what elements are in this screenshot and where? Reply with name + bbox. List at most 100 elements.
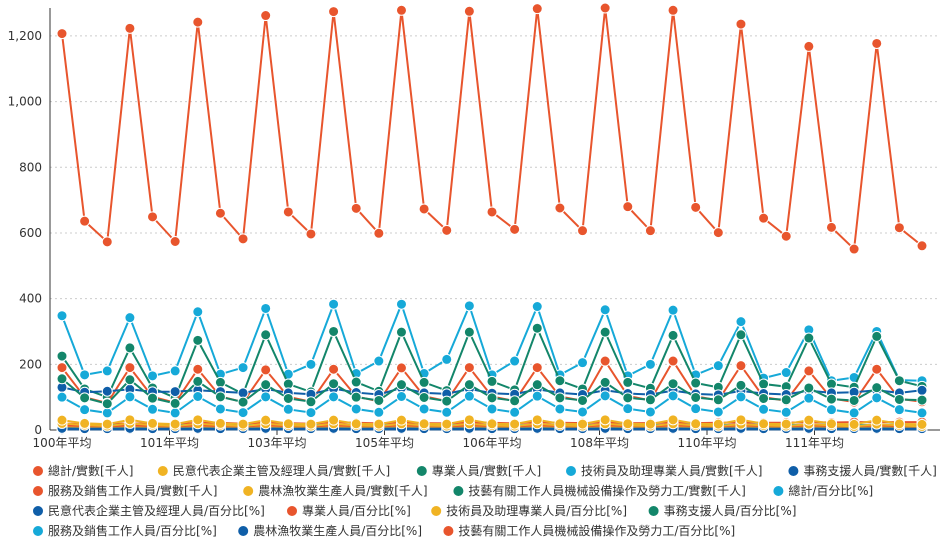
data-point[interactable] xyxy=(599,2,611,14)
data-point[interactable] xyxy=(531,379,543,391)
data-point[interactable] xyxy=(463,390,475,402)
data-point[interactable] xyxy=(101,385,113,397)
data-point[interactable] xyxy=(305,396,317,408)
data-point[interactable] xyxy=(395,326,407,338)
data-point[interactable] xyxy=(871,37,883,49)
data-point[interactable] xyxy=(712,418,724,430)
data-point[interactable] xyxy=(328,298,340,310)
data-point[interactable] xyxy=(758,212,770,224)
data-point[interactable] xyxy=(237,396,249,408)
data-point[interactable] xyxy=(644,225,656,237)
data-point[interactable] xyxy=(350,391,362,403)
data-point[interactable] xyxy=(780,367,792,379)
data-point[interactable] xyxy=(735,316,747,328)
data-point[interactable] xyxy=(554,375,566,387)
data-point[interactable] xyxy=(577,406,589,418)
data-point[interactable] xyxy=(916,418,928,430)
data-point[interactable] xyxy=(463,5,475,17)
data-point[interactable] xyxy=(509,355,521,367)
legend-item[interactable]: 技藝有關工作人員機械設備操作及勞力工/實數[千人] xyxy=(453,483,746,498)
data-point[interactable] xyxy=(56,350,68,362)
data-point[interactable] xyxy=(237,407,249,419)
data-point[interactable] xyxy=(554,202,566,214)
data-point[interactable] xyxy=(690,201,702,213)
data-point[interactable] xyxy=(79,392,91,404)
data-point[interactable] xyxy=(735,18,747,30)
legend-item[interactable]: 技術員及助理專業人員/實數[千人] xyxy=(566,463,762,478)
data-point[interactable] xyxy=(916,394,928,406)
data-point[interactable] xyxy=(848,418,860,430)
data-point[interactable] xyxy=(192,391,204,403)
data-point[interactable] xyxy=(56,362,68,374)
data-point[interactable] xyxy=(463,362,475,374)
data-point[interactable] xyxy=(531,3,543,15)
data-point[interactable] xyxy=(667,4,679,16)
data-point[interactable] xyxy=(644,358,656,370)
data-point[interactable] xyxy=(124,414,136,426)
data-point[interactable] xyxy=(758,392,770,404)
data-point[interactable] xyxy=(418,376,430,388)
data-point[interactable] xyxy=(328,325,340,337)
data-point[interactable] xyxy=(441,395,453,407)
data-point[interactable] xyxy=(282,206,294,218)
data-point[interactable] xyxy=(101,418,113,430)
data-point[interactable] xyxy=(644,418,656,430)
data-point[interactable] xyxy=(667,329,679,341)
data-point[interactable] xyxy=(531,362,543,374)
data-point[interactable] xyxy=(124,374,136,386)
data-point[interactable] xyxy=(712,227,724,239)
data-point[interactable] xyxy=(373,355,385,367)
data-point[interactable] xyxy=(667,390,679,402)
data-point[interactable] xyxy=(305,358,317,370)
data-point[interactable] xyxy=(260,329,272,341)
data-point[interactable] xyxy=(169,397,181,409)
data-point[interactable] xyxy=(260,302,272,314)
data-point[interactable] xyxy=(848,394,860,406)
data-point[interactable] xyxy=(124,312,136,324)
data-point[interactable] xyxy=(780,394,792,406)
data-point[interactable] xyxy=(214,403,226,415)
data-point[interactable] xyxy=(599,390,611,402)
data-point[interactable] xyxy=(373,394,385,406)
data-point[interactable] xyxy=(237,387,249,399)
data-point[interactable] xyxy=(463,414,475,426)
data-point[interactable] xyxy=(735,329,747,341)
data-point[interactable] xyxy=(237,233,249,245)
data-point[interactable] xyxy=(350,418,362,430)
data-point[interactable] xyxy=(350,403,362,415)
data-point[interactable] xyxy=(622,403,634,415)
data-point[interactable] xyxy=(101,407,113,419)
data-point[interactable] xyxy=(577,357,589,369)
data-point[interactable] xyxy=(169,365,181,377)
data-point[interactable] xyxy=(916,384,928,396)
data-point[interactable] xyxy=(803,392,815,404)
data-point[interactable] xyxy=(101,236,113,248)
data-point[interactable] xyxy=(418,418,430,430)
data-point[interactable] xyxy=(622,376,634,388)
data-point[interactable] xyxy=(169,386,181,398)
data-point[interactable] xyxy=(780,406,792,418)
data-point[interactable] xyxy=(599,326,611,338)
data-point[interactable] xyxy=(871,392,883,404)
data-point[interactable] xyxy=(328,378,340,390)
data-point[interactable] xyxy=(825,418,837,430)
data-point[interactable] xyxy=(531,301,543,313)
data-point[interactable] xyxy=(56,373,68,385)
data-point[interactable] xyxy=(282,392,294,404)
data-point[interactable] xyxy=(169,235,181,247)
legend-item[interactable]: 事務支援人員/百分比[%] xyxy=(648,504,797,518)
data-point[interactable] xyxy=(395,414,407,426)
data-point[interactable] xyxy=(825,393,837,405)
data-point[interactable] xyxy=(56,310,68,322)
legend-item[interactable]: 總計/實數[千人] xyxy=(33,463,133,478)
legend-item[interactable]: 農林漁牧業生產人員/百分比[%] xyxy=(238,523,422,538)
data-point[interactable] xyxy=(622,392,634,404)
data-point[interactable] xyxy=(486,403,498,415)
data-point[interactable] xyxy=(758,418,770,430)
data-point[interactable] xyxy=(486,418,498,430)
data-point[interactable] xyxy=(373,227,385,239)
data-point[interactable] xyxy=(79,215,91,227)
data-point[interactable] xyxy=(780,418,792,430)
data-point[interactable] xyxy=(758,403,770,415)
data-point[interactable] xyxy=(509,223,521,235)
